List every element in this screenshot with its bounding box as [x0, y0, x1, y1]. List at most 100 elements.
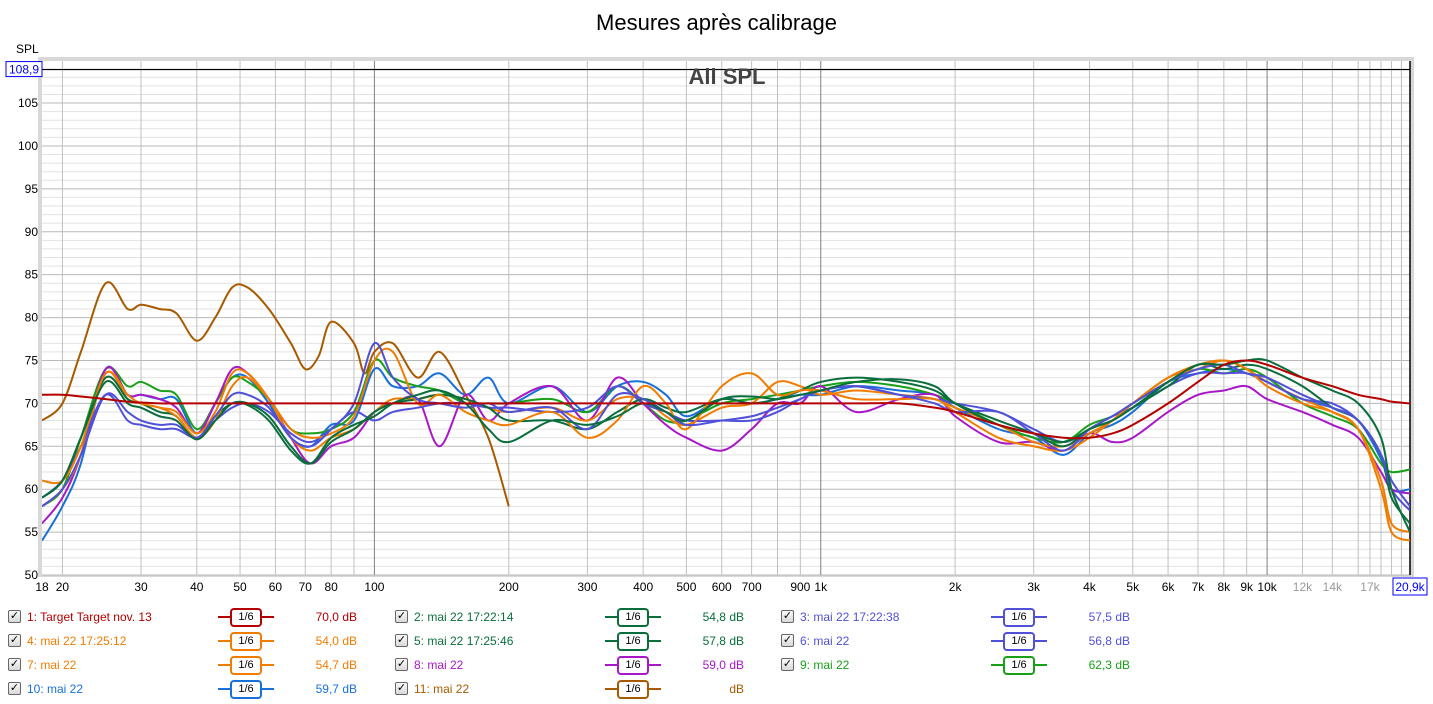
series-label: 5: mai 22 17:25:46	[414, 634, 514, 648]
smoothing-button[interactable]: 1/6	[1003, 632, 1035, 651]
y-tick-label: 60	[25, 482, 39, 496]
series-checkbox[interactable]: ✓	[395, 610, 408, 623]
y-tick-label: 95	[25, 182, 39, 196]
smoothing-button[interactable]: 1/6	[617, 608, 649, 627]
x-tick-label: 7k	[1192, 580, 1206, 594]
smoothing-button[interactable]: 1/6	[1003, 608, 1035, 627]
x-tick-label: 30	[134, 580, 148, 594]
y-tick-label: 50	[25, 568, 39, 582]
x-tick-label: 70	[299, 580, 313, 594]
series-level: 57,5 dB	[1088, 610, 1130, 624]
y-axis-label: SPL	[16, 42, 39, 56]
series-level: 62,3 dB	[1088, 658, 1130, 672]
series-line-1	[42, 359, 1410, 440]
x-tick-label: 80	[324, 580, 338, 594]
legend-item: ✓ 11: mai 22 1/6 dB	[387, 679, 767, 699]
y-tick-label: 105	[18, 96, 38, 110]
legend-item: ✓ 4: mai 22 17:25:12 1/6 54,0 dB	[0, 631, 380, 651]
legend-item: ✓ 6: mai 22 1/6 56,8 dB	[773, 631, 1153, 651]
y-tick-label: 80	[25, 311, 39, 325]
smoothing-button[interactable]: 1/6	[617, 632, 649, 651]
series-line-11	[42, 281, 510, 507]
legend-item: ✓ 9: mai 22 1/6 62,3 dB	[773, 655, 1153, 675]
x-tick-label: 500	[676, 580, 696, 594]
series-checkbox[interactable]: ✓	[8, 682, 21, 695]
legend-item: ✓ 2: mai 22 17:22:14 1/6 54,8 dB	[387, 607, 767, 627]
x-tick-label: 4k	[1083, 580, 1097, 594]
smoothing-button[interactable]: 1/6	[230, 608, 262, 627]
series-level: 59,0 dB	[702, 658, 744, 672]
x-tick-label: 400	[633, 580, 653, 594]
y-cursor-box	[5, 61, 43, 78]
smoothing-button[interactable]: 1/6	[230, 632, 262, 651]
x-tick-label: 700	[742, 580, 762, 594]
series-level: 54,0 dB	[315, 634, 357, 648]
series-checkbox[interactable]: ✓	[8, 634, 21, 647]
series-level: 57,8 dB	[702, 634, 744, 648]
y-tick-label: 55	[25, 525, 39, 539]
series-level: 70,0 dB	[315, 610, 357, 624]
series-label: 4: mai 22 17:25:12	[27, 634, 127, 648]
x-tick-label: 100	[364, 580, 384, 594]
x-tick-label: 9k	[1240, 580, 1254, 594]
x-tick-label: 1k	[814, 580, 828, 594]
series-checkbox[interactable]: ✓	[8, 658, 21, 671]
series-label: 8: mai 22	[414, 658, 464, 672]
x-tick-label: 18	[35, 580, 49, 594]
x-tick-label: 3k	[1027, 580, 1041, 594]
legend-item: ✓ 10: mai 22 1/6 59,7 dB	[0, 679, 380, 699]
series-label: 2: mai 22 17:22:14	[414, 610, 514, 624]
x-tick-label: 900	[790, 580, 810, 594]
series-line-2	[42, 358, 1410, 533]
x-tick-label: 14k	[1323, 580, 1343, 594]
y-tick-label: 65	[25, 439, 39, 453]
series-label: 1: Target Target nov. 13	[27, 610, 152, 624]
series-level: dB	[729, 682, 744, 696]
x-tick-label: 17k	[1360, 580, 1380, 594]
series-checkbox[interactable]: ✓	[395, 634, 408, 647]
series-label: 6: mai 22	[800, 634, 850, 648]
x-tick-label: 50	[233, 580, 247, 594]
series-checkbox[interactable]: ✓	[8, 610, 21, 623]
y-tick-label: 85	[25, 268, 39, 282]
series-level: 59,7 dB	[315, 682, 357, 696]
y-cursor-label: 108,9	[9, 63, 39, 77]
series-checkbox[interactable]: ✓	[781, 634, 794, 647]
series-checkbox[interactable]: ✓	[395, 658, 408, 671]
series-checkbox[interactable]: ✓	[781, 610, 794, 623]
y-tick-label: 90	[25, 225, 39, 239]
series-level: 56,8 dB	[1088, 634, 1130, 648]
x-tick-label: 8k	[1218, 580, 1232, 594]
x-tick-label: 20	[56, 580, 70, 594]
smoothing-button[interactable]: 1/6	[230, 680, 262, 699]
legend-item: ✓ 1: Target Target nov. 13 1/6 70,0 dB	[0, 607, 380, 627]
x-tick-label: 6k	[1162, 580, 1176, 594]
legend-item: ✓ 3: mai 22 17:22:38 1/6 57,5 dB	[773, 607, 1153, 627]
series-checkbox[interactable]: ✓	[395, 682, 408, 695]
series-label: 11: mai 22	[414, 682, 470, 696]
legend-item: ✓ 5: mai 22 17:25:46 1/6 57,8 dB	[387, 631, 767, 651]
x-cursor-label: 20,9k	[1395, 580, 1425, 594]
series-label: 9: mai 22	[800, 658, 850, 672]
series-checkbox[interactable]: ✓	[781, 658, 794, 671]
smoothing-button[interactable]: 1/6	[617, 656, 649, 675]
series-group	[42, 281, 1410, 542]
series-label: 7: mai 22	[27, 658, 77, 672]
x-tick-label: 600	[712, 580, 732, 594]
smoothing-button[interactable]: 1/6	[617, 680, 649, 699]
y-tick-label: 75	[25, 353, 39, 367]
x-tick-label: 200	[499, 580, 519, 594]
legend-item: ✓ 7: mai 22 1/6 54,7 dB	[0, 655, 380, 675]
plot-label: All SPL	[688, 64, 765, 89]
y-tick-label: 100	[18, 139, 38, 153]
x-tick-label: 5k	[1126, 580, 1140, 594]
smoothing-button[interactable]: 1/6	[1003, 656, 1035, 675]
x-cursor-box	[1392, 577, 1428, 596]
x-tick-label: 300	[577, 580, 597, 594]
y-tick-label: 70	[25, 396, 39, 410]
spl-chart: All SPL SPL 50 55 60 65 70 75 80 85 90 95 100 105 108,…	[5, 42, 1428, 596]
x-tick-label: 40	[190, 580, 204, 594]
smoothing-button[interactable]: 1/6	[230, 656, 262, 675]
x-tick-label: 60	[269, 580, 283, 594]
x-tick-label: 10k	[1257, 580, 1277, 594]
